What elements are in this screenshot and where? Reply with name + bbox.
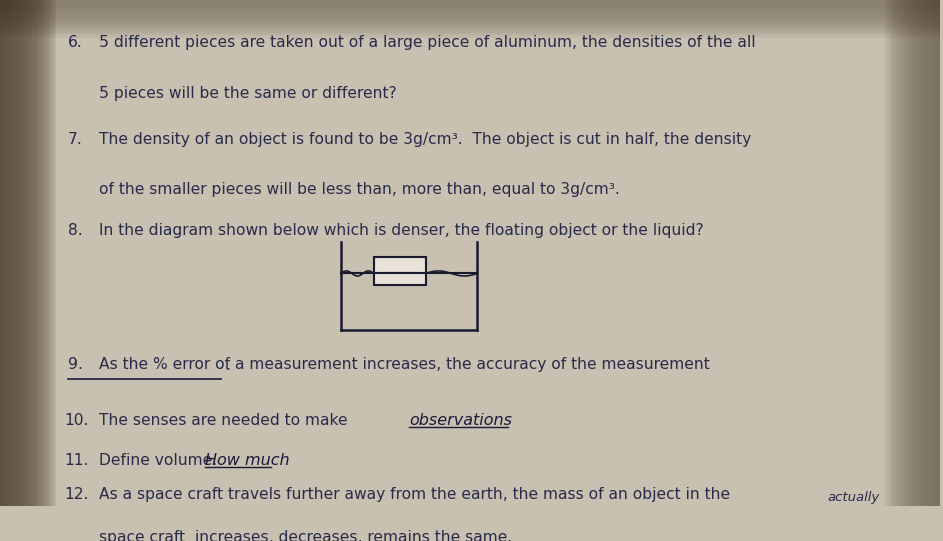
Text: In the diagram shown below which is denser, the floating object or the liquid?: In the diagram shown below which is dens… bbox=[99, 223, 703, 238]
Bar bbox=[0, 0, 19, 506]
Bar bbox=[0, 0, 940, 10]
Bar bbox=[0, 0, 15, 506]
Bar bbox=[884, 0, 940, 506]
Bar bbox=[0, 0, 940, 18]
Bar bbox=[0, 0, 34, 506]
Bar bbox=[0, 0, 8, 506]
Text: 11.: 11. bbox=[64, 453, 89, 469]
Text: The senses are needed to make: The senses are needed to make bbox=[99, 413, 347, 428]
Bar bbox=[0, 0, 21, 506]
Bar bbox=[0, 0, 45, 506]
Bar bbox=[918, 0, 940, 506]
Bar bbox=[0, 0, 57, 506]
Bar bbox=[903, 0, 940, 506]
Bar bbox=[937, 0, 940, 506]
Bar bbox=[0, 0, 40, 506]
Bar bbox=[0, 0, 940, 8]
Bar bbox=[0, 0, 25, 506]
Text: observations: observations bbox=[409, 413, 512, 428]
Bar bbox=[0, 0, 11, 506]
Bar bbox=[0, 0, 4, 506]
Bar bbox=[0, 0, 940, 28]
Bar bbox=[0, 0, 940, 15]
Bar bbox=[0, 0, 940, 20]
Bar bbox=[0, 0, 43, 506]
Bar bbox=[0, 0, 23, 506]
Text: 6.: 6. bbox=[68, 36, 82, 50]
Bar bbox=[0, 0, 32, 506]
Bar bbox=[926, 0, 940, 506]
Bar bbox=[0, 0, 55, 506]
Bar bbox=[0, 0, 36, 506]
Text: 5 pieces will be the same or different?: 5 pieces will be the same or different? bbox=[99, 86, 396, 101]
Bar bbox=[906, 0, 940, 506]
Bar bbox=[0, 0, 26, 506]
Bar bbox=[923, 0, 940, 506]
Bar bbox=[0, 0, 940, 25]
Bar bbox=[0, 0, 53, 506]
Text: space craft  increases, decreases, remains the same.: space craft increases, decreases, remain… bbox=[99, 530, 512, 541]
Bar bbox=[0, 0, 30, 506]
Bar bbox=[0, 0, 13, 506]
Text: 5 different pieces are taken out of a large piece of aluminum, the densities of : 5 different pieces are taken out of a la… bbox=[99, 36, 755, 50]
Bar bbox=[373, 257, 425, 285]
Bar bbox=[0, 0, 940, 38]
Bar bbox=[909, 0, 940, 506]
Bar bbox=[0, 0, 940, 33]
Bar bbox=[0, 0, 940, 3]
Bar bbox=[892, 0, 940, 506]
Bar bbox=[0, 0, 17, 506]
Text: .: . bbox=[225, 358, 231, 373]
Bar bbox=[929, 0, 940, 506]
Bar bbox=[889, 0, 940, 506]
Bar bbox=[935, 0, 940, 506]
Bar bbox=[0, 0, 9, 506]
Text: The density of an object is found to be 3g/cm³.  The object is cut in half, the : The density of an object is found to be … bbox=[99, 131, 751, 147]
Bar bbox=[0, 0, 38, 506]
Text: As a space craft travels further away from the earth, the mass of an object in t: As a space craft travels further away fr… bbox=[99, 487, 730, 502]
Bar bbox=[0, 0, 940, 12]
Bar bbox=[0, 0, 940, 36]
Bar bbox=[0, 0, 940, 5]
Bar bbox=[898, 0, 940, 506]
Text: 9.: 9. bbox=[68, 357, 83, 372]
Bar bbox=[0, 0, 51, 506]
Text: actually: actually bbox=[828, 491, 880, 504]
Bar bbox=[0, 0, 41, 506]
Text: Define volume.: Define volume. bbox=[99, 453, 217, 469]
Text: 12.: 12. bbox=[64, 487, 89, 502]
Bar bbox=[0, 0, 2, 506]
Bar bbox=[0, 0, 940, 30]
Text: 10.: 10. bbox=[64, 413, 89, 428]
Text: How much: How much bbox=[205, 453, 290, 469]
Bar bbox=[932, 0, 940, 506]
Bar bbox=[0, 0, 940, 23]
Bar bbox=[912, 0, 940, 506]
Bar bbox=[0, 0, 47, 506]
Text: 8.: 8. bbox=[68, 223, 82, 238]
Bar bbox=[915, 0, 940, 506]
Bar bbox=[0, 0, 28, 506]
Text: As the % error of a measurement increases, the accuracy of the measurement: As the % error of a measurement increase… bbox=[99, 357, 709, 372]
Text: of the smaller pieces will be less than, more than, equal to 3g/cm³.: of the smaller pieces will be less than,… bbox=[99, 182, 620, 197]
Bar bbox=[901, 0, 940, 506]
Bar bbox=[0, 0, 49, 506]
Bar bbox=[886, 0, 940, 506]
Bar bbox=[0, 0, 6, 506]
Text: 7.: 7. bbox=[68, 131, 82, 147]
Bar bbox=[920, 0, 940, 506]
Bar bbox=[895, 0, 940, 506]
